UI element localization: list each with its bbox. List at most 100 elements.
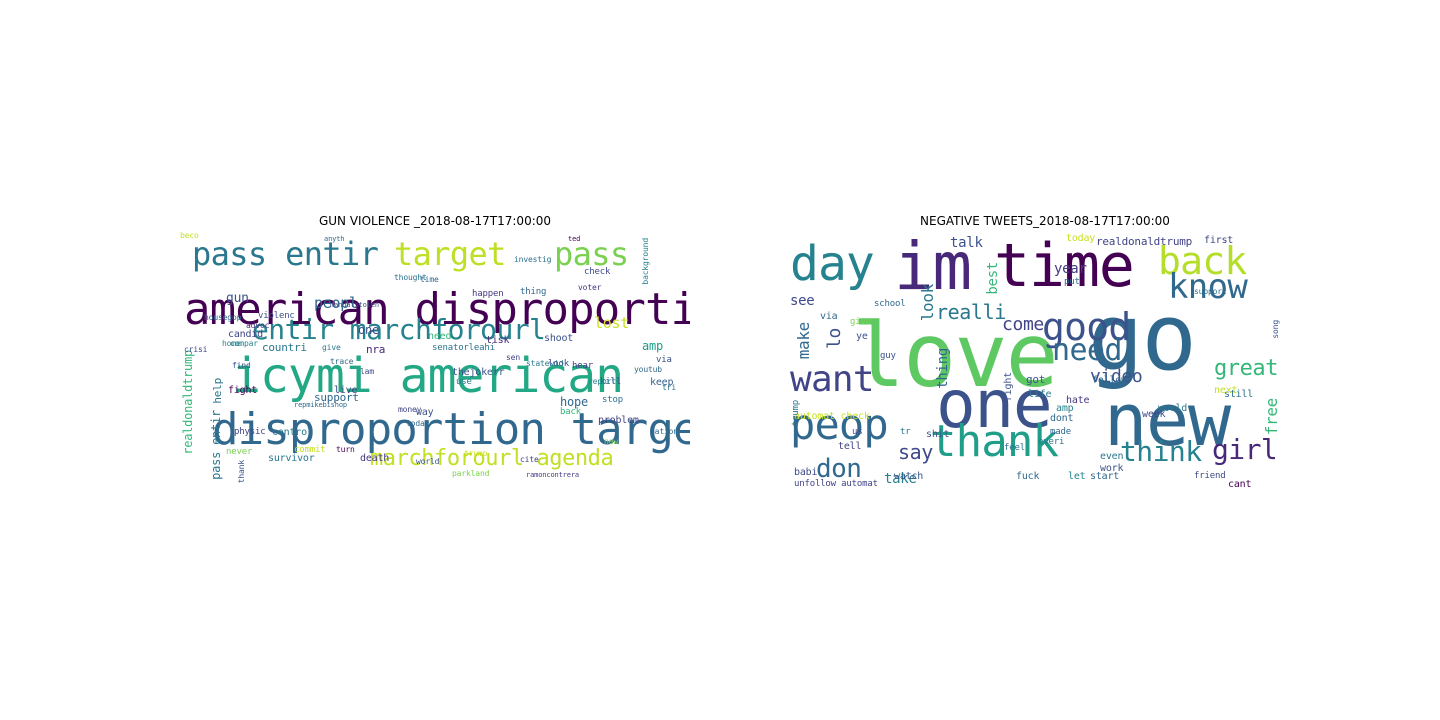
wordcloud-word: time xyxy=(420,275,439,284)
wordcloud-word: trump xyxy=(464,449,488,458)
wordcloud-word: money xyxy=(398,405,422,414)
wordcloud-word: nation xyxy=(650,427,678,436)
wordcloud-word: home xyxy=(222,339,241,348)
wordcloud-word: week xyxy=(1142,409,1166,420)
wordcloud-word: look xyxy=(548,359,569,369)
wordcloud-word: back xyxy=(1158,239,1247,283)
wordcloud-word: work xyxy=(1100,463,1124,474)
wordcloud-word: even xyxy=(1100,451,1124,462)
wordcloud-word: anyth xyxy=(324,235,345,243)
wordcloud-word: today xyxy=(1066,233,1096,244)
wordcloud-word: see xyxy=(790,293,815,309)
wordcloud-word: via xyxy=(820,311,838,322)
wordcloud-word: thing xyxy=(520,287,547,297)
wordcloud-word: feel xyxy=(1004,443,1025,453)
wordcloud-word: repmikebishop xyxy=(294,401,347,409)
wordcloud-word: pass xyxy=(554,235,629,273)
wordcloud-word: new xyxy=(1104,378,1231,462)
wordcloud-word: background xyxy=(641,238,650,285)
wordcloud-word: help xyxy=(211,378,224,404)
wordcloud-word: realdonaldtrump xyxy=(1096,235,1193,248)
wordcloud-word: disproportion target xyxy=(212,404,690,455)
wordcloud-word: support xyxy=(1194,287,1227,296)
wordcloud-word: investig xyxy=(514,255,552,264)
wordcloud-word: first xyxy=(1204,235,1234,246)
wordcloud-word: kill xyxy=(600,377,621,387)
wordcloud-word: day xyxy=(790,236,875,292)
wordcloud-word: school xyxy=(874,299,906,309)
wordcloud-word: love xyxy=(852,304,1059,407)
wordcloud-word: one xyxy=(358,323,379,337)
wordcloud-word: still xyxy=(1224,389,1254,400)
wordcloud-word: right xyxy=(1003,372,1014,402)
wordcloud-word: want xyxy=(790,359,875,400)
wordcloud-word: best xyxy=(985,262,1001,295)
wordcloud-word: babi xyxy=(794,467,818,478)
wordcloud-word: violenc xyxy=(258,311,295,321)
wordcloud-word: video xyxy=(1090,366,1143,387)
wordcloud-word: youtub xyxy=(634,365,662,374)
wordcloud-word: got xyxy=(1026,373,1046,386)
wordcloud-word: time xyxy=(994,232,1135,301)
wordcloud-word: pass entir xyxy=(209,410,223,480)
wordcloud-word: girl xyxy=(1212,433,1278,466)
wordcloud-word: nra xyxy=(366,343,386,356)
wordcloud-word: follow xyxy=(1092,375,1127,386)
wordcloud-word: check xyxy=(584,267,611,277)
wordcloud-word: im xyxy=(894,232,972,305)
wordcloud-word: lo xyxy=(824,328,845,349)
wordcloud-word: countri xyxy=(262,341,307,354)
wordcloud-word: tr xyxy=(900,427,911,437)
wordcloud-word: dont xyxy=(1050,413,1074,424)
wordcloud-word: sen xyxy=(506,353,520,362)
wordcloud-word: next xyxy=(1214,385,1238,396)
wordcloud-word: give xyxy=(322,343,341,352)
wordcloud-word: compar xyxy=(230,339,258,348)
wordcloud-word: hear xyxy=(572,361,593,371)
wordcloud-word: take xyxy=(884,471,917,487)
wordcloud-word: happen xyxy=(472,289,504,299)
wordcloud-word: talk xyxy=(950,235,983,251)
wordcloud-word: good xyxy=(1042,305,1131,349)
wordcloud-word: parkland xyxy=(452,469,490,478)
wordcloud-word: realdonaldtrump xyxy=(181,350,195,455)
wordcloud-word: trump xyxy=(791,400,801,427)
wordcloud-word: don xyxy=(816,454,862,484)
wordcloud-word: commit xyxy=(294,445,326,455)
wordcloud-word: via xyxy=(656,355,672,365)
wordcloud-canvas: love go im time one new day back know good want peo… xyxy=(790,232,1300,487)
wordcloud-word: hope xyxy=(560,395,588,409)
wordcloud-word: song xyxy=(1271,320,1280,339)
wordcloud-word: look xyxy=(918,284,937,322)
wordcloud-title: GUN VIOLENCE _2018-08-17T17:00:00 xyxy=(318,214,552,228)
wordcloud-word: back xyxy=(560,407,581,417)
wordcloud-word: housegop xyxy=(204,313,242,322)
wordcloud-word: problem xyxy=(598,415,639,426)
wordcloud-word: stop xyxy=(602,395,623,405)
wordcloud-word: year xyxy=(1054,261,1087,277)
wordcloud-word: everi xyxy=(1038,437,1065,447)
wordcloud-word: fuck xyxy=(1016,471,1040,482)
wordcloud-word: amp xyxy=(642,339,663,353)
wordcloud-word: let xyxy=(1068,471,1086,482)
wordcloud-word: tri xyxy=(662,383,676,392)
wordcloud-word: find xyxy=(232,361,251,370)
wordcloud-word: amp xyxy=(1056,403,1074,414)
wordcloud-word: use xyxy=(456,377,472,387)
wordcloud-word: unfollow automat xyxy=(794,479,878,488)
wordcloud-word: give xyxy=(850,317,871,327)
wordcloud-word: death xyxy=(360,453,390,464)
wordcloud-word: mandatstolen xyxy=(330,301,379,309)
wordcloud-word: us xyxy=(852,427,863,437)
wordcloud-word: know xyxy=(1168,267,1248,307)
wordcloud-word: come xyxy=(1002,314,1044,335)
wordcloud-word: way xyxy=(416,407,434,418)
wordcloud-panel-gun-violence: GUN VIOLENCE _2018-08-17T17:00:00 americ… xyxy=(180,210,690,487)
wordcloud-word: lam xyxy=(360,367,374,376)
wordcloud-word: tell xyxy=(838,441,862,452)
wordcloud-word: icymi american xyxy=(232,348,624,404)
wordcloud-word: crisi xyxy=(184,345,208,354)
wordcloud-canvas: american disproportion icymi americandisp… xyxy=(180,232,690,487)
wordcloud-word: great xyxy=(1214,356,1279,381)
wordcloud-word: put xyxy=(1064,277,1080,287)
